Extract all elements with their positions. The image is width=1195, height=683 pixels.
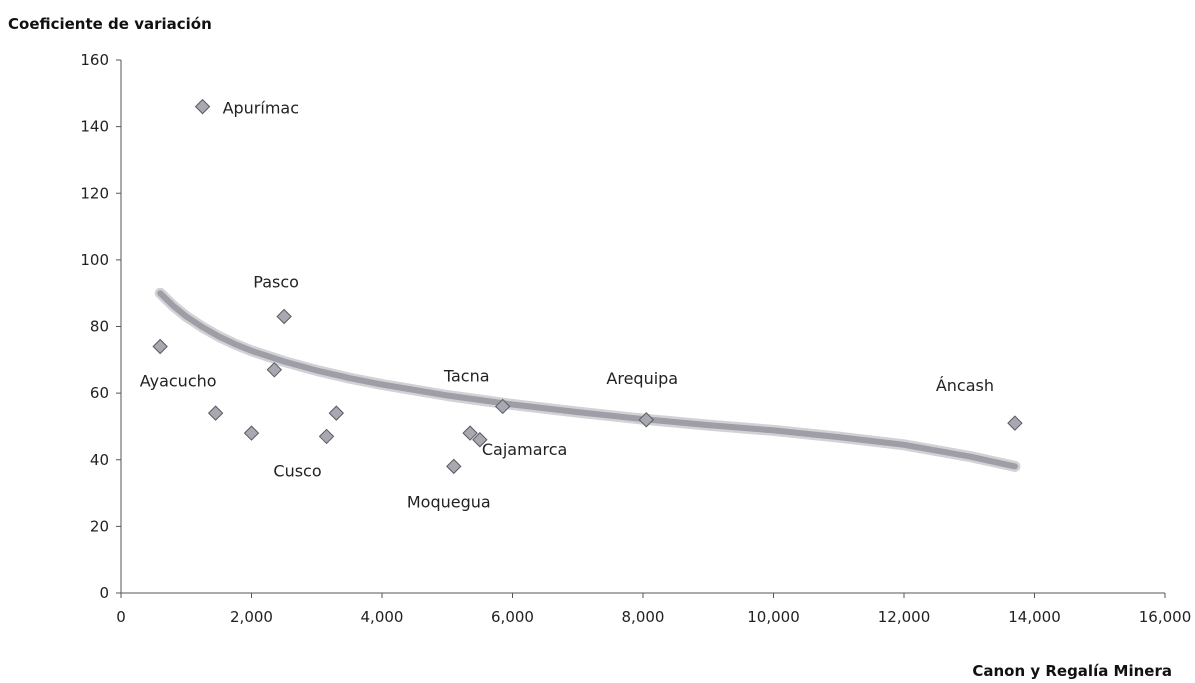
point-label: Arequipa (606, 369, 678, 388)
point-label: Tacna (443, 366, 490, 385)
diamond-marker (266, 362, 283, 378)
x-tick-label: 2,000 (230, 608, 273, 626)
x-tick-label: 4,000 (361, 608, 404, 626)
y-tick-label: 20 (90, 517, 109, 535)
diamond-marker (276, 308, 292, 325)
axes: 0 20 40 60 80 100 120 140 160 0 2,000 4,000 6,000 8,0… (80, 51, 1191, 626)
scatter-point: Moquegua (407, 458, 491, 511)
diamond-marker (495, 398, 511, 415)
y-tick-label: 80 (90, 318, 109, 336)
point-label: Áncash (936, 376, 994, 395)
trendline-layer (154, 287, 1021, 472)
x-tick-label: 0 (116, 608, 126, 626)
diamond-marker (152, 338, 168, 355)
trendline (157, 290, 1018, 470)
scatter-point: Arequipa (606, 369, 678, 428)
scatter-point: Cusco (273, 428, 335, 480)
diamond-marker (243, 425, 260, 441)
y-tick-label: 0 (99, 584, 109, 602)
diamond-marker (194, 98, 211, 115)
diamond-marker (446, 458, 462, 475)
scatter-point (207, 405, 224, 421)
point-label: Ayacucho (140, 371, 217, 390)
y-tick-label: 140 (80, 118, 109, 136)
scatter-point (266, 362, 283, 378)
point-label: Cajamarca (482, 440, 567, 459)
y-tick-label: 60 (90, 384, 109, 402)
y-tick-label: 100 (80, 251, 109, 269)
diamond-marker (207, 405, 224, 421)
diamond-marker (1007, 415, 1023, 431)
scatter-point (243, 425, 260, 441)
y-tick-label: 160 (80, 51, 109, 69)
scatter-point: Apurímac (194, 98, 299, 118)
y-tick-label: 40 (90, 451, 109, 469)
scatter-point: Tacna (443, 366, 511, 415)
x-axis-title: Canon y Regalía Minera (972, 662, 1172, 679)
point-label: Apurímac (223, 99, 299, 118)
y-tick-label: 120 (80, 184, 109, 202)
diamond-marker (638, 412, 654, 428)
y-axis-title: Coeficiente de variación (8, 15, 212, 33)
x-tick-label: 6,000 (491, 608, 534, 626)
scatter-point: Ayacucho (140, 338, 217, 390)
x-tick-label: 8,000 (622, 608, 665, 626)
diamond-marker (328, 405, 345, 421)
x-tick-label: 12,000 (878, 608, 931, 626)
scatter-point: Áncash (936, 376, 1023, 431)
point-label: Pasco (253, 273, 299, 292)
diamond-marker (462, 425, 478, 441)
point-label: Cusco (273, 461, 321, 480)
diamond-marker (472, 432, 488, 448)
scatter-point: Pasco (253, 273, 299, 325)
points-layer: Apurímac Pasco Ayacucho Cusco Moquegua Cajama… (140, 98, 1023, 511)
scatter-point (328, 405, 345, 421)
scatter-point (462, 425, 478, 441)
x-tick-label: 10,000 (747, 608, 800, 626)
point-label: Moquegua (407, 492, 491, 511)
x-tick-label: 16,000 (1139, 608, 1192, 626)
scatter-point: Cajamarca (472, 432, 567, 459)
diamond-marker (318, 428, 335, 445)
x-tick-label: 14,000 (1008, 608, 1061, 626)
